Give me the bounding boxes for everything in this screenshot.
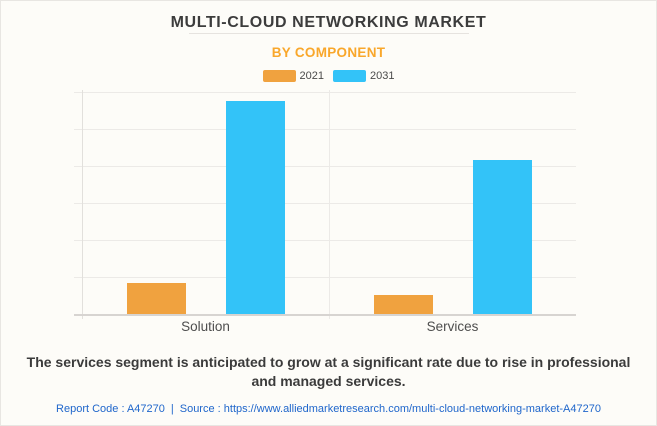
bar-group [329, 92, 576, 314]
bar-services-2021 [373, 294, 433, 314]
gridline [74, 166, 576, 167]
report-code: Report Code : A47270 [56, 403, 165, 415]
footer: Report Code : A47270 | Source : https://ww… [1, 403, 656, 415]
gridline [74, 277, 576, 278]
gridline [74, 129, 576, 130]
bar-services-2031 [472, 159, 532, 314]
category-divider-line [329, 90, 330, 319]
x-axis-labels: Solution Services [82, 319, 576, 334]
legend-item-2031: 2031 [333, 70, 394, 82]
source-url-link[interactable]: https://www.alliedmarketresearch.com/mul… [223, 403, 601, 415]
gridline [74, 203, 576, 204]
legend-swatch-2021 [262, 70, 296, 82]
legend-label-2031: 2031 [370, 70, 395, 82]
bar-solution-2021 [126, 282, 186, 314]
x-axis-label-services: Services [426, 319, 479, 334]
x-axis-line [74, 314, 576, 316]
bar-solution-2031 [225, 100, 285, 314]
bar-chart [74, 88, 576, 319]
gridline [74, 240, 576, 241]
plot-area [82, 92, 576, 314]
legend-swatch-2031 [333, 70, 366, 82]
gridline [74, 92, 576, 93]
x-axis-label-solution: Solution [181, 319, 230, 334]
page-title: MULTI-CLOUD NETWORKING MARKET [170, 14, 487, 31]
legend-label-2021: 2021 [299, 70, 324, 82]
title-underline [188, 33, 469, 34]
footer-separator: | [170, 403, 174, 415]
legend-item-2021: 2021 [262, 70, 324, 82]
source-label: Source : [179, 403, 221, 415]
insight-text: The services segment is anticipated to g… [26, 354, 631, 389]
y-axis-line [82, 90, 83, 319]
chart-subtitle: BY COMPONENT [271, 45, 386, 60]
legend: 2021 2031 [1, 70, 656, 82]
bar-group [82, 92, 329, 314]
